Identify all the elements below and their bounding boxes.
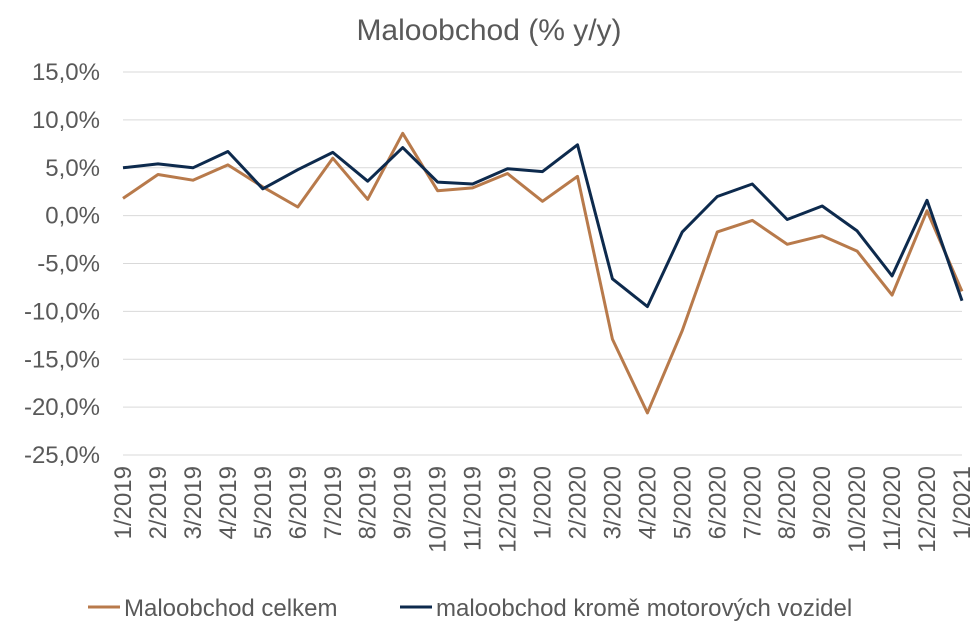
x-tick-label: 7/2020 [739,466,766,539]
x-tick-label: 11/2019 [460,466,487,551]
x-tick-label: 6/2019 [285,466,312,539]
legend-label: maloobchod kromě motorových vozidel [436,595,852,622]
y-tick-label: 5,0% [45,155,100,182]
chart-title: Maloobchod (% y/y) [356,14,621,47]
x-tick-label: 6/2020 [704,466,731,539]
x-tick-label: 3/2019 [180,466,207,539]
x-axis-ticks: 1/2019 2/2019 3/2019 4/2019 5/2019 6/2019 7/20… [110,466,976,553]
x-tick-label: 1/2021 [949,466,976,539]
x-tick-label: 10/2020 [844,466,871,553]
x-tick-label: 8/2019 [355,466,382,539]
y-tick-label: 10,0% [32,107,100,134]
series-line-2 [122,143,964,309]
x-tick-label: 5/2019 [250,466,277,539]
x-tick-label: 12/2019 [495,466,522,553]
x-tick-label: 9/2019 [390,466,417,539]
y-tick-label: -25,0% [24,442,100,469]
x-tick-label: 4/2020 [634,466,661,539]
x-tick-label: 9/2020 [809,466,836,539]
x-tick-label: 1/2019 [110,466,137,539]
series-lines [122,131,964,415]
gridlines [123,71,962,456]
x-tick-label: 5/2020 [669,466,696,539]
x-tick-label: 4/2019 [215,466,242,539]
y-axis-ticks: 15,0% 10,0% 5,0% 0,0% -5,0% -10,0% -15,0% -20,0… [24,59,100,469]
y-tick-label: 15,0% [32,59,100,86]
x-tick-label: 2/2020 [564,466,591,539]
x-tick-label: 8/2020 [774,466,801,539]
x-tick-label: 12/2020 [914,466,941,553]
x-tick-label: 11/2020 [879,466,906,551]
y-tick-label: -15,0% [24,346,100,373]
x-tick-label: 2/2019 [145,466,172,539]
y-tick-label: -10,0% [24,298,100,325]
x-tick-label: 1/2020 [530,466,557,539]
y-tick-label: 0,0% [45,203,100,230]
y-tick-label: -20,0% [24,394,100,421]
x-tick-label: 7/2019 [320,466,347,539]
y-tick-label: -5,0% [37,251,100,278]
legend: Maloobchod celkem maloobchod kromě motoro… [88,595,852,622]
x-tick-label: 3/2020 [599,466,626,539]
legend-label: Maloobchod celkem [124,595,337,622]
x-tick-label: 10/2019 [425,466,452,553]
